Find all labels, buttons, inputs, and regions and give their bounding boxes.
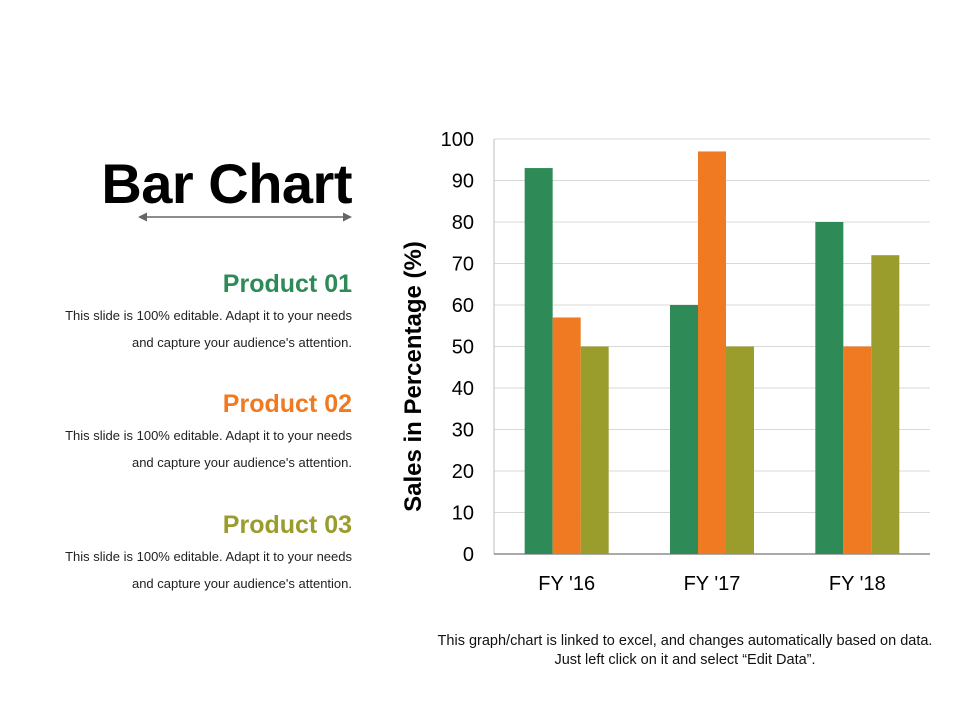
product-03-description: This slide is 100% editable. Adapt it to… <box>65 549 352 591</box>
y-tick-label: 40 <box>452 378 474 400</box>
y-tick-label: 70 <box>452 254 474 276</box>
x-tick-label: FY '16 <box>538 573 595 595</box>
product-02-block: Product 02 This slide is 100% editable. … <box>62 389 352 476</box>
bar-series-3-0 <box>580 346 609 554</box>
y-tick-label: 90 <box>452 171 474 193</box>
product-02-description: This slide is 100% editable. Adapt it to… <box>65 428 352 470</box>
x-tick-label: FY '18 <box>829 573 886 595</box>
product-01-heading: Product 01 <box>222 270 352 298</box>
y-tick-label: 80 <box>452 212 474 234</box>
y-tick-label: 10 <box>452 503 474 525</box>
y-tick-label: 60 <box>452 295 474 317</box>
title-underline-arrow <box>138 212 352 222</box>
y-tick-label: 100 <box>441 129 474 151</box>
bar-series-3-1 <box>726 346 754 554</box>
bar-series-1-1 <box>670 305 698 554</box>
product-03-heading: Product 03 <box>222 511 352 539</box>
bar-series-1-0 <box>524 168 553 555</box>
product-01-block: Product 01 This slide is 100% editable. … <box>62 269 352 356</box>
bar-series-2-0 <box>552 317 581 554</box>
slide-title: Bar Chart <box>101 152 352 215</box>
bar-series-2-1 <box>698 151 726 554</box>
y-axis-label: Sales in Percentage (%) <box>400 241 427 512</box>
product-02-heading: Product 02 <box>222 390 352 418</box>
x-tick-label: FY '17 <box>684 573 741 595</box>
y-tick-label: 30 <box>452 420 474 442</box>
y-tick-label: 20 <box>452 461 474 483</box>
y-tick-label: 50 <box>452 337 474 359</box>
bar-series-3-2 <box>871 255 900 554</box>
product-01-description: This slide is 100% editable. Adapt it to… <box>65 308 352 350</box>
chart-note: This graph/chart is linked to excel, and… <box>437 633 933 668</box>
bar-series-2-2 <box>843 346 872 554</box>
y-tick-label: 0 <box>463 544 474 566</box>
product-03-block: Product 03 This slide is 100% editable. … <box>62 510 352 597</box>
bar-series-1-2 <box>815 222 844 554</box>
